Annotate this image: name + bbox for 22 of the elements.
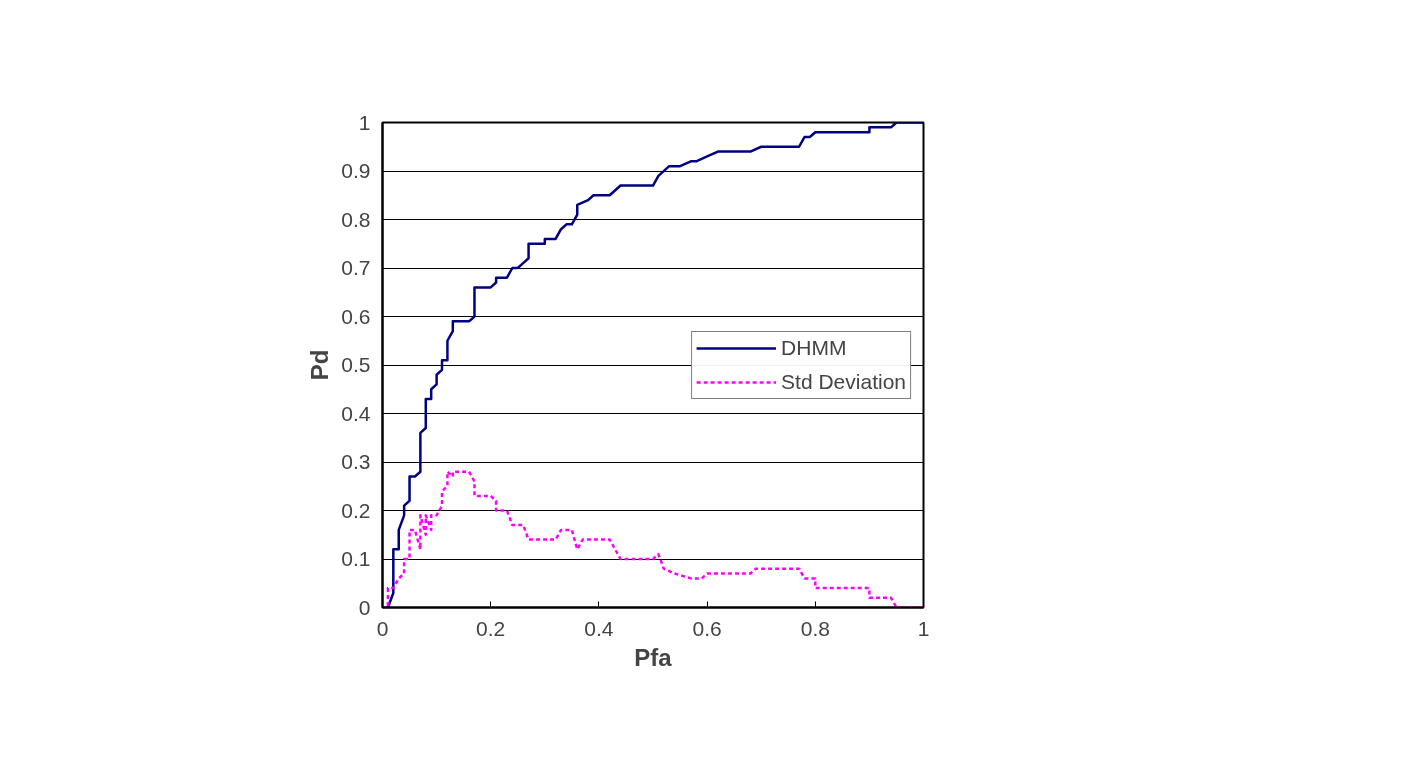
line-series (382, 122, 924, 608)
y-tick-label: 0 (358, 595, 371, 619)
x-tick-label: 0 (376, 616, 389, 640)
y-tick-label: 0.7 (341, 256, 371, 279)
y-tick-label: 0.9 (341, 159, 371, 182)
legend-label: DHMM (781, 335, 847, 360)
x-tick-label: 0.4 (584, 616, 614, 640)
y-tick-label: 1 (358, 110, 371, 134)
x-axis-title: Pfa (634, 643, 673, 671)
x-tick-label: 0.6 (692, 616, 722, 640)
legend-label: Std Deviation (781, 369, 906, 394)
y-tick-label: 0.4 (341, 401, 371, 425)
y-tick-label: 0.6 (341, 304, 371, 328)
y-tick-label: 0.2 (341, 498, 371, 522)
x-tick-label: 0.8 (800, 616, 830, 640)
x-tick-label: 1 (917, 616, 930, 640)
y-tick-label: 0.5 (341, 353, 371, 376)
y-tick-label: 0.1 (341, 547, 371, 570)
x-tick-label: 0.2 (476, 616, 506, 640)
y-axis-title: Pd (306, 349, 334, 381)
y-tick-label: 0.3 (341, 450, 371, 473)
y-tick-label: 0.8 (341, 207, 371, 231)
